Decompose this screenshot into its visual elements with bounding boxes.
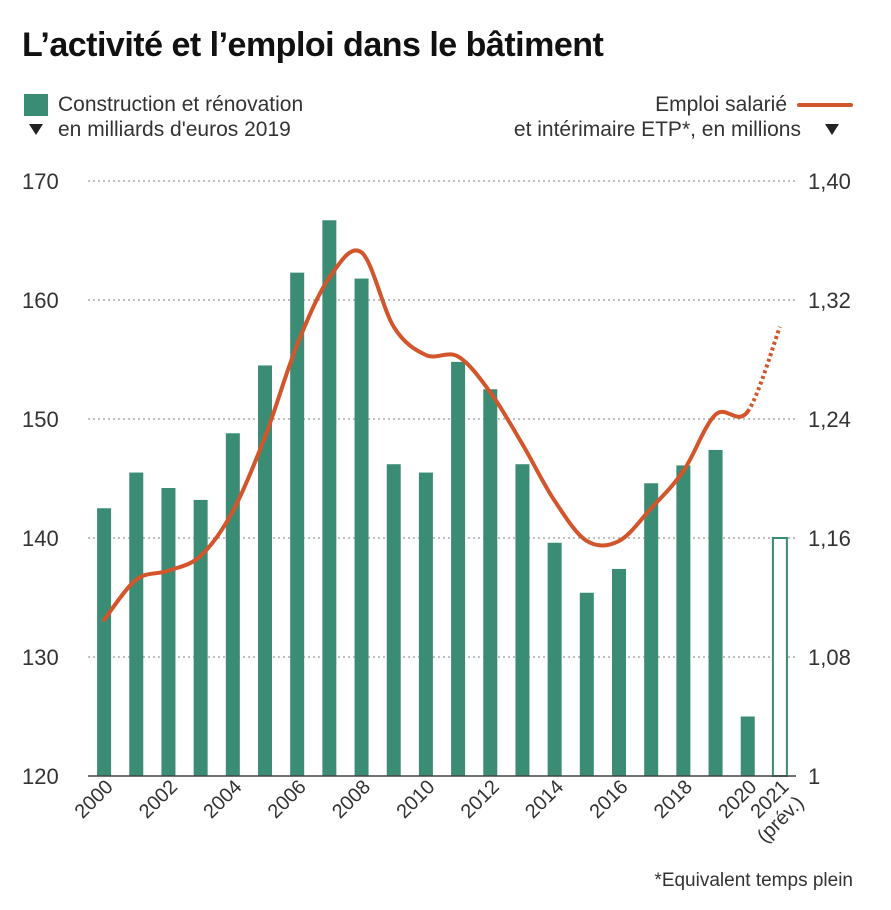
bar bbox=[483, 389, 498, 776]
x-tick-label: 2008 bbox=[328, 776, 375, 823]
y-left-tick-label: 150 bbox=[22, 407, 59, 432]
bar bbox=[258, 365, 272, 776]
x-tick-label: 2004 bbox=[199, 776, 246, 823]
bar bbox=[225, 433, 240, 776]
x-tick-label: 2006 bbox=[264, 776, 311, 823]
y-left-tick-label: 120 bbox=[22, 764, 59, 789]
axes-group: 120 1 130 1,08 140 1,16 150 1,24 160 1,32 170 1,40 2… bbox=[22, 169, 851, 847]
x-tick-label: 2002 bbox=[135, 776, 182, 823]
bar bbox=[322, 220, 337, 776]
left-axis-arrow-icon bbox=[29, 124, 43, 135]
y-right-tick-label: 1,08 bbox=[808, 645, 851, 670]
x-tick-label: 2012 bbox=[457, 776, 504, 823]
right-axis-arrow-icon bbox=[825, 124, 839, 135]
bar bbox=[451, 361, 466, 776]
bar bbox=[579, 592, 594, 776]
x-tick-label: 2018 bbox=[650, 776, 697, 823]
x-tick-label: 2000 bbox=[71, 776, 118, 823]
y-left-tick-label: 140 bbox=[22, 526, 59, 551]
bar bbox=[708, 449, 723, 776]
footnote: *Equivalent temps plein bbox=[654, 870, 853, 891]
x-tick-label: 2010 bbox=[392, 776, 439, 823]
y-left-tick-label: 160 bbox=[22, 288, 59, 313]
bar bbox=[129, 472, 144, 776]
bar bbox=[354, 278, 369, 776]
y-right-tick-label: 1,16 bbox=[808, 526, 851, 551]
bar bbox=[644, 483, 659, 776]
bar bbox=[515, 464, 530, 776]
bar bbox=[161, 488, 176, 776]
bar bbox=[418, 472, 433, 776]
bar bbox=[193, 499, 208, 776]
bar bbox=[676, 465, 691, 776]
x-tick-label: 2016 bbox=[586, 776, 633, 823]
bar bbox=[97, 508, 112, 776]
x-tick-label: 2014 bbox=[521, 776, 568, 823]
y-right-tick-label: 1,24 bbox=[808, 407, 851, 432]
employment-line-forecast bbox=[746, 326, 782, 413]
legend-line-swatch bbox=[797, 102, 853, 107]
bar bbox=[740, 716, 755, 776]
bar bbox=[290, 272, 305, 776]
legend-bar-label-line2: en milliards d'euros 2019 bbox=[58, 118, 291, 141]
bars-group bbox=[97, 220, 788, 777]
employment-line bbox=[102, 248, 750, 622]
y-left-tick-label: 130 bbox=[22, 645, 59, 670]
y-left-tick-label: 170 bbox=[22, 169, 59, 194]
legend-line: Emploi salarié et intérimaire ETP*, en m… bbox=[514, 92, 853, 142]
y-right-tick-label: 1,40 bbox=[808, 169, 851, 194]
y-right-tick-label: 1,32 bbox=[808, 288, 851, 313]
chart-title: L’activité et l’emploi dans le bâtiment bbox=[22, 26, 604, 64]
legend-line-label-line2: et intérimaire ETP*, en millions bbox=[513, 118, 801, 141]
legend-bar-swatch bbox=[24, 93, 48, 116]
legend-line-label-line1: Emploi salarié bbox=[655, 93, 787, 116]
bar bbox=[386, 464, 401, 776]
bar-forecast bbox=[771, 537, 788, 777]
y-right-tick-label: 1 bbox=[808, 764, 820, 789]
legend-bars: Construction et rénovation en milliards … bbox=[24, 92, 303, 142]
line-group bbox=[102, 248, 782, 622]
legend-bar-label-line1: Construction et rénovation bbox=[58, 93, 304, 116]
bar bbox=[612, 568, 626, 776]
bar bbox=[547, 542, 562, 776]
